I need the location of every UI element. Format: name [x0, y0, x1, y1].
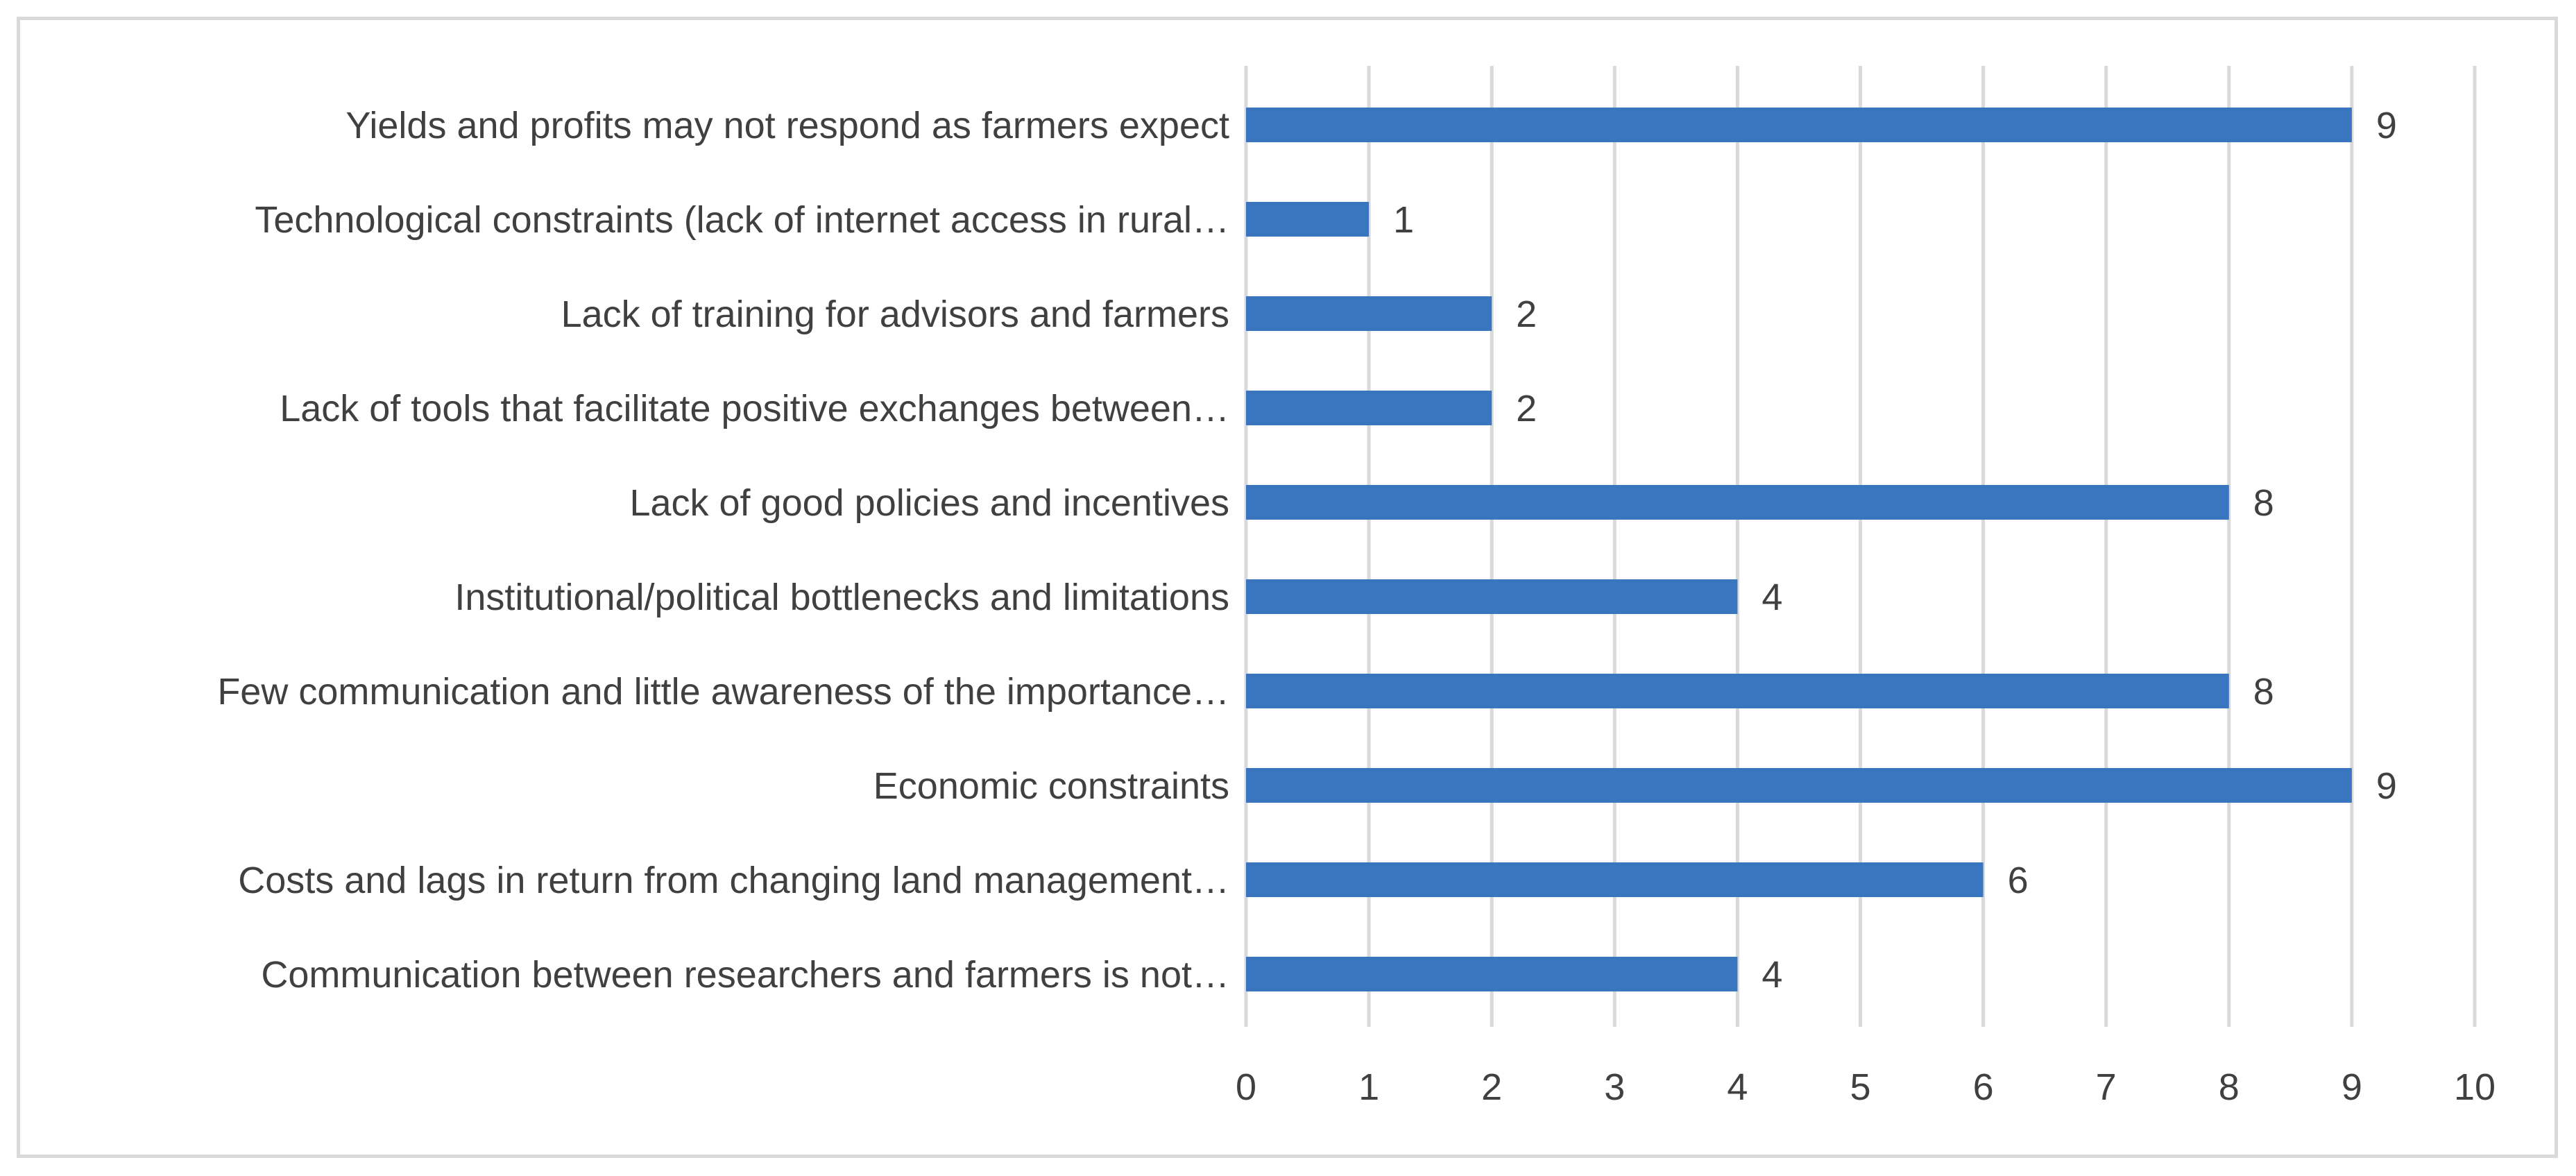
x-tick-label: 7	[2096, 1066, 2117, 1108]
x-tick-label: 8	[2219, 1066, 2240, 1108]
bar	[1246, 391, 1492, 425]
category-label: Technological constraints (lack of inter…	[255, 199, 1229, 241]
data-label: 4	[1762, 954, 1782, 996]
bar	[1246, 108, 2352, 142]
category-label: Economic constraints	[873, 765, 1229, 807]
x-tick-label: 4	[1727, 1066, 1748, 1108]
category-label: Few communication and little awareness o…	[217, 671, 1229, 713]
data-label: 2	[1516, 388, 1537, 429]
data-label: 6	[2008, 860, 2029, 901]
bar	[1246, 202, 1370, 237]
x-tick-label: 9	[2342, 1066, 2362, 1108]
x-tick-label: 1	[1358, 1066, 1379, 1108]
category-label: Costs and lags in return from changing l…	[238, 860, 1229, 901]
x-tick-label: 10	[2454, 1066, 2496, 1108]
data-label: 2	[1516, 293, 1537, 335]
category-label: Communication between researchers and fa…	[261, 954, 1229, 996]
data-label: 9	[2376, 105, 2397, 146]
category-label: Institutional/political bottlenecks and …	[454, 577, 1229, 618]
x-tick-label: 2	[1481, 1066, 1502, 1108]
bar	[1246, 485, 2229, 520]
x-tick-label: 3	[1604, 1066, 1625, 1108]
x-tick-label: 0	[1236, 1066, 1256, 1108]
category-label: Lack of tools that facilitate positive e…	[280, 388, 1229, 429]
x-tick-labels: 0 1 2 3 4 5 6 7 8 9 10	[1236, 1066, 2496, 1108]
data-label: 8	[2253, 482, 2274, 524]
x-tick-label: 5	[1850, 1066, 1870, 1108]
bar	[1246, 862, 1984, 897]
bar	[1246, 579, 1738, 614]
bars	[1246, 108, 2352, 991]
data-label: 9	[2376, 765, 2397, 807]
category-label: Lack of good policies and incentives	[629, 482, 1229, 524]
bar	[1246, 296, 1492, 331]
data-label: 4	[1762, 577, 1782, 618]
category-label: Lack of training for advisors and farmer…	[561, 293, 1229, 335]
category-label: Yields and profits may not respond as fa…	[346, 105, 1229, 146]
bar	[1246, 674, 2229, 708]
bar	[1246, 768, 2352, 803]
data-labels: 9 1 2 2 8 4 8 9 6 4	[1393, 105, 2397, 996]
data-label: 1	[1393, 199, 1414, 241]
category-labels: Yields and profits may not respond as fa…	[217, 105, 1229, 996]
x-tick-label: 6	[1973, 1066, 1994, 1108]
data-label: 8	[2253, 671, 2274, 713]
bar	[1246, 957, 1738, 991]
